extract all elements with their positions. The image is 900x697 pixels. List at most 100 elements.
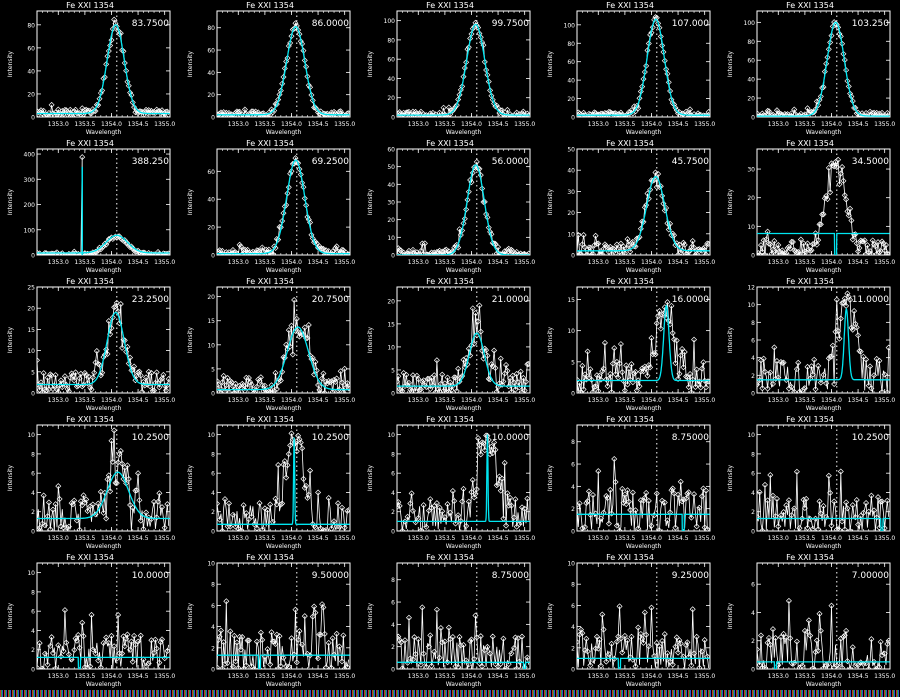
data-marker	[265, 246, 272, 253]
data-marker	[833, 296, 840, 303]
data-marker	[811, 356, 818, 363]
x-axis-label: Wavelength	[86, 405, 122, 412]
x-tick-label: 1354.5	[128, 259, 149, 266]
data-marker	[676, 241, 683, 248]
data-marker	[455, 365, 462, 372]
data-marker	[847, 665, 854, 669]
plot-frame	[396, 286, 531, 394]
data-marker	[693, 523, 700, 530]
y-axis-label: Intensity	[367, 602, 374, 629]
data-marker	[785, 385, 792, 392]
data-marker	[799, 662, 806, 669]
data-marker	[460, 73, 467, 80]
data-marker	[447, 509, 454, 516]
data-marker	[644, 190, 651, 197]
data-marker	[648, 604, 655, 611]
data-marker	[99, 369, 106, 376]
y-tick-label: 10	[567, 561, 575, 568]
data-marker	[255, 247, 262, 254]
data-marker	[315, 655, 322, 662]
data-marker	[761, 664, 768, 669]
fit-curve	[397, 164, 530, 255]
data-marker	[596, 251, 603, 255]
peak-value-annotation: 56.0000	[492, 157, 529, 167]
data-marker	[221, 496, 228, 503]
data-marker	[108, 632, 115, 639]
data-marker	[456, 91, 463, 98]
data-marker	[89, 249, 96, 255]
data-marker	[493, 388, 500, 393]
data-marker	[120, 336, 127, 343]
data-marker	[344, 380, 350, 387]
plot-frame	[576, 286, 711, 394]
data-marker	[261, 382, 268, 389]
data-marker	[40, 370, 47, 377]
data-marker	[473, 486, 480, 493]
data-marker	[760, 237, 767, 244]
data-marker	[684, 639, 691, 646]
y-tick-label: 0	[571, 667, 575, 674]
data-marker	[467, 35, 474, 42]
data-marker	[491, 439, 498, 446]
y-tick-label: 2	[751, 638, 755, 645]
data-marker	[612, 371, 619, 378]
data-marker	[445, 388, 452, 393]
data-marker	[581, 371, 588, 378]
data-marker	[512, 496, 519, 503]
x-tick-label: 1353.0	[588, 535, 609, 542]
data-marker	[439, 371, 446, 378]
data-marker	[804, 105, 811, 112]
fit-curve	[217, 25, 350, 116]
data-marker	[124, 631, 131, 638]
data-marker	[37, 107, 44, 114]
y-tick-label: 20	[747, 195, 755, 202]
data-marker	[813, 241, 820, 248]
data-marker	[335, 112, 342, 117]
data-marker	[577, 631, 583, 638]
y-tick-label: 100	[564, 22, 576, 29]
x-tick-label: 1353.0	[228, 397, 249, 404]
data-marker	[248, 108, 255, 115]
data-marker	[145, 660, 152, 667]
data-marker	[152, 636, 159, 643]
data-marker	[581, 524, 588, 530]
data-marker	[516, 658, 523, 665]
data-marker	[772, 375, 779, 382]
data-marker	[587, 366, 594, 373]
peak-value-annotation: 16.0000	[672, 295, 709, 305]
x-tick-label: 1353.0	[408, 673, 429, 680]
x-tick-label: 1353.0	[48, 673, 69, 680]
data-marker	[37, 357, 40, 364]
x-tick-label: 1354.0	[641, 121, 662, 128]
data-marker	[291, 297, 298, 304]
data-marker	[865, 508, 872, 515]
data-marker	[777, 634, 784, 641]
y-tick-label: 8	[751, 451, 755, 458]
x-tick-label: 1354.0	[821, 397, 842, 404]
data-marker	[137, 517, 144, 524]
x-tick-label: 1353.5	[794, 121, 815, 128]
fit-curve	[397, 434, 530, 523]
data-marker	[84, 508, 91, 515]
data-marker	[76, 526, 83, 531]
data-marker	[759, 385, 766, 392]
data-marker	[457, 642, 464, 649]
data-marker	[132, 487, 139, 494]
x-tick-label: 1354.0	[461, 121, 482, 128]
data-marker	[497, 355, 504, 362]
spectrum-panel-r3-c3: Fe XXI 1354 1353.0 1353.5 1354.0 1354.5 1355.…	[360, 276, 540, 414]
y-tick-label: 10	[387, 432, 395, 439]
data-marker	[652, 351, 659, 358]
peak-value-annotation: 7.00000	[852, 571, 889, 581]
x-tick-label: 1353.5	[434, 259, 455, 266]
data-marker	[344, 664, 350, 669]
data-marker	[164, 382, 170, 389]
plot-frame	[216, 286, 351, 394]
data-marker	[79, 154, 86, 161]
fit-curve	[217, 437, 350, 525]
y-axis-label: Intensity	[7, 602, 14, 629]
data-marker	[877, 638, 884, 645]
data-marker	[303, 482, 310, 489]
panel-title: Fe XXI 1354	[786, 277, 834, 286]
data-marker	[284, 462, 291, 469]
